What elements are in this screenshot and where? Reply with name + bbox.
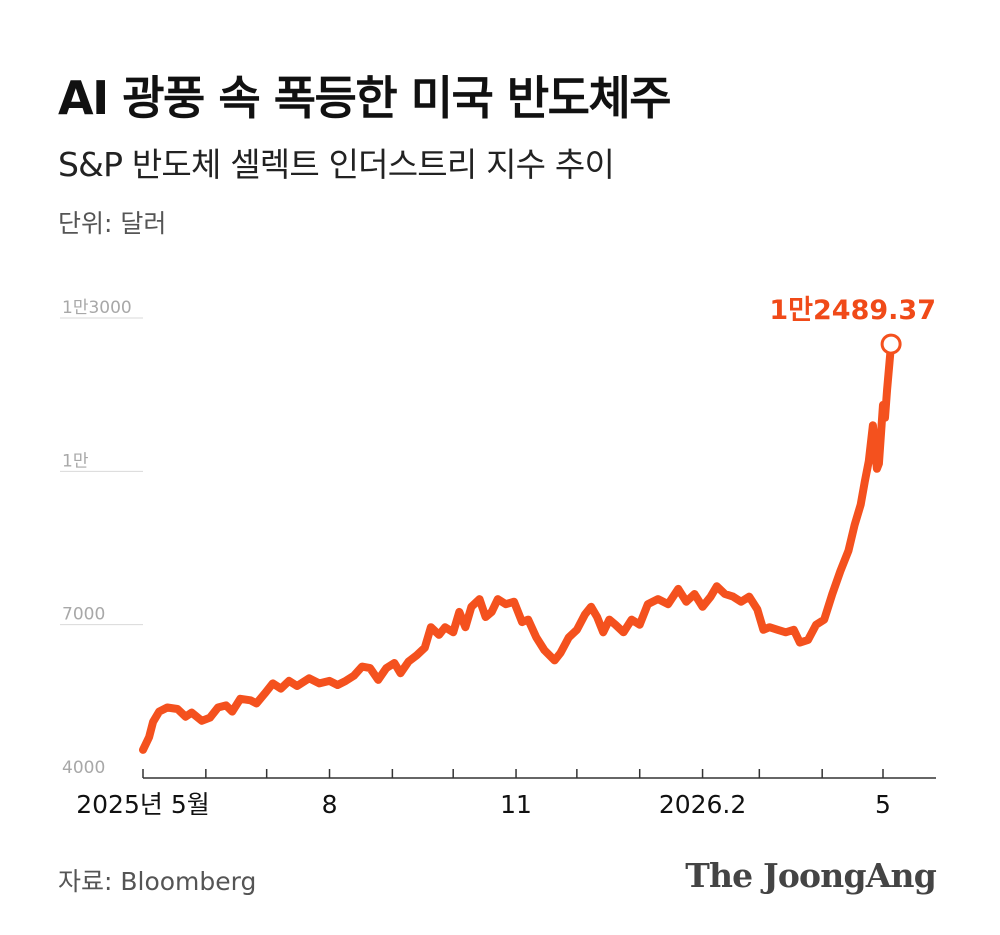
y-tick-label: 7000 [62, 605, 105, 625]
x-tick-label: 2025년 5월 [76, 790, 209, 819]
x-tick-label: 2026.2 [659, 790, 746, 819]
series-line [139, 340, 896, 754]
annotation-layer: 1만2489.37 [769, 295, 936, 355]
grid-lines [60, 317, 143, 626]
series-layer [139, 340, 896, 754]
y-axis-tick-labels: 4000 7000 1만 1만3000 [62, 298, 132, 778]
source-note: 자료: Bloomberg [58, 867, 257, 896]
publisher-logo: The JoongAng [685, 856, 937, 895]
chart-title: AI 광풍 속 폭등한 미국 반도체주 [58, 71, 672, 125]
x-tick-label: 8 [322, 790, 338, 819]
chart-subtitle: S&P 반도체 셀렉트 인더스트리 지수 추이 [58, 145, 615, 184]
y-tick-label: 4000 [62, 758, 105, 778]
y-tick-label: 1만3000 [62, 298, 132, 318]
unit-label: 단위: 달러 [58, 209, 167, 238]
end-value-label: 1만2489.37 [769, 295, 936, 326]
end-point-marker [880, 333, 902, 355]
x-tick-label: 11 [500, 790, 532, 819]
x-axis: 2025년 5월 8 11 2026.2 5 [76, 769, 936, 819]
x-tick-label: 5 [875, 790, 891, 819]
y-tick-label: 1만 [62, 451, 89, 471]
